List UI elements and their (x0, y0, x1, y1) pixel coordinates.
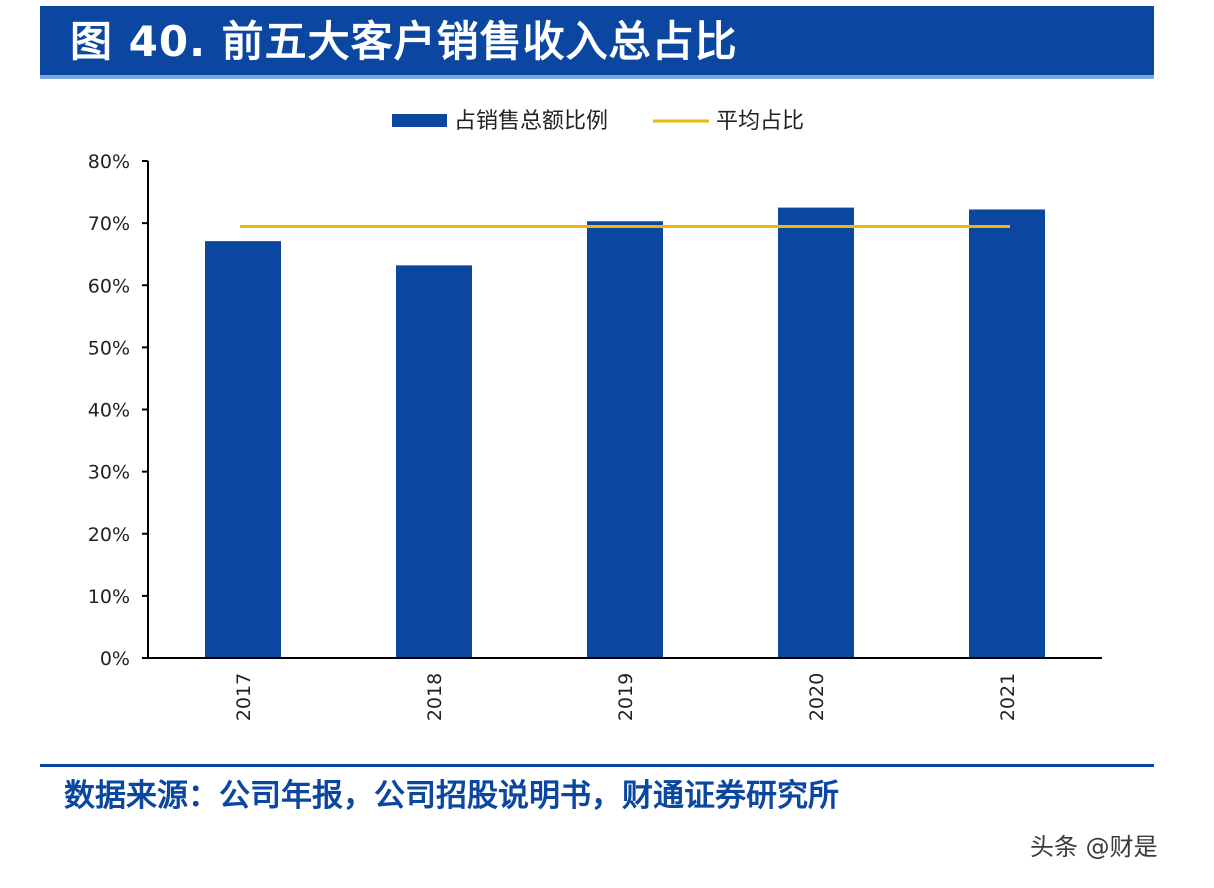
x-tick-label: 2018 (424, 673, 446, 721)
y-tick-label: 30% (88, 462, 130, 484)
x-tick-label: 2021 (997, 673, 1019, 721)
x-tick-label: 2019 (615, 673, 637, 721)
y-tick-label: 80% (88, 151, 130, 173)
legend-label-bar: 占销售总额比例 (454, 109, 608, 134)
title-banner: 图 40. 前五大客户销售收入总占比 (40, 6, 1154, 79)
y-tick-label: 70% (88, 213, 130, 235)
y-tick-label: 60% (88, 275, 130, 297)
y-tick-label: 0% (100, 648, 130, 670)
divider-line (40, 764, 1154, 767)
legend-swatch-bar (392, 114, 447, 127)
legend-label-line: 平均占比 (716, 109, 804, 134)
watermark: 头条 @财是 (1030, 833, 1158, 861)
y-tick-label: 50% (88, 337, 130, 359)
y-tick-label: 10% (88, 586, 130, 608)
bar-2021 (969, 209, 1045, 658)
source-note: 数据来源：公司年报，公司招股说明书，财通证券研究所 (64, 778, 839, 814)
legend: 占销售总额比例 平均占比 (392, 109, 804, 134)
bar-2018 (396, 265, 472, 658)
bar-2017 (205, 241, 281, 659)
chart-title: 图 40. 前五大客户销售收入总占比 (70, 17, 738, 66)
bar-2020 (778, 207, 854, 658)
x-tick-label: 2020 (806, 673, 828, 721)
x-tick-label: 2017 (233, 673, 255, 721)
bar-2019 (587, 221, 663, 659)
bar-chart: 占销售总额比例 平均占比 0% 10% 20% 30% 40% 50% 60% 70% 80% 201… (88, 109, 1102, 721)
y-tick-label: 40% (88, 400, 130, 422)
y-tick-label: 20% (88, 524, 130, 546)
